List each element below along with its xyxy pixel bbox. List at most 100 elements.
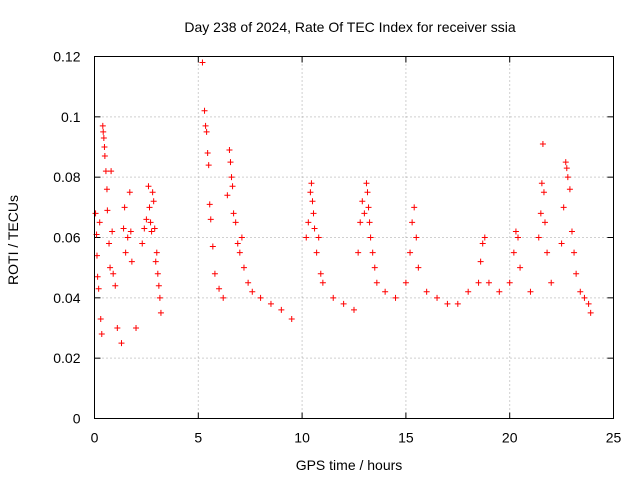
data-point — [585, 300, 592, 307]
data-point — [308, 180, 315, 187]
data-point — [317, 270, 324, 277]
x-tick-label: 10 — [294, 430, 310, 446]
data-point — [364, 189, 371, 196]
data-point — [573, 270, 580, 277]
data-point — [371, 264, 378, 271]
data-point — [109, 228, 116, 235]
data-point — [229, 183, 236, 190]
data-point — [224, 192, 231, 199]
data-point — [510, 249, 517, 256]
data-point — [110, 270, 117, 277]
data-point — [382, 288, 389, 295]
data-point — [92, 210, 99, 217]
data-point — [587, 309, 594, 316]
data-point — [411, 204, 418, 211]
data-point — [201, 107, 208, 114]
data-point — [539, 140, 546, 147]
data-point — [202, 122, 209, 129]
data-point — [392, 294, 399, 301]
data-point — [563, 165, 570, 172]
data-point — [133, 325, 140, 331]
data-point — [147, 219, 154, 226]
data-point — [122, 249, 129, 256]
data-point — [112, 282, 119, 289]
data-point — [106, 240, 113, 247]
data-point — [288, 315, 295, 322]
data-point — [240, 264, 247, 271]
data-point — [407, 249, 414, 256]
chart-title: Day 238 of 2024, Rate Of TEC Index for r… — [184, 19, 515, 35]
data-point — [361, 210, 368, 217]
data-point — [496, 288, 503, 295]
data-point — [249, 288, 256, 295]
data-point — [124, 234, 131, 241]
data-point — [330, 294, 337, 301]
data-point — [535, 234, 542, 241]
data-point — [560, 204, 567, 211]
data-point — [96, 219, 103, 226]
y-tick-label: 0.12 — [53, 49, 80, 65]
data-point — [98, 331, 105, 338]
data-point — [121, 204, 128, 211]
data-point — [114, 325, 121, 331]
data-point — [515, 234, 522, 241]
data-point — [423, 288, 430, 295]
data-point — [485, 279, 492, 286]
data-point — [143, 216, 150, 223]
data-point — [97, 315, 104, 322]
data-point — [205, 162, 212, 169]
data-point — [120, 225, 127, 232]
data-point — [351, 306, 357, 313]
data-point — [220, 294, 227, 301]
y-tick-label: 0.06 — [53, 230, 80, 246]
data-point — [156, 294, 163, 301]
data-point — [367, 234, 374, 241]
data-point — [548, 279, 555, 286]
y-tick-label: 0.08 — [53, 169, 80, 185]
data-point — [558, 240, 565, 247]
data-point — [107, 264, 114, 271]
data-point — [146, 204, 153, 211]
data-point — [257, 294, 264, 301]
data-point — [149, 189, 156, 196]
data-point — [465, 288, 472, 295]
y-tick-label: 0.04 — [53, 290, 80, 306]
data-point — [571, 249, 578, 256]
data-point — [319, 279, 326, 286]
data-point — [94, 273, 101, 280]
data-point — [226, 147, 233, 154]
x-tick-label: 0 — [91, 430, 99, 446]
data-point — [564, 174, 571, 181]
data-point — [537, 210, 544, 217]
data-point — [568, 228, 575, 235]
data-point — [566, 186, 573, 193]
y-tick-label: 0.02 — [53, 350, 80, 366]
data-point — [309, 198, 316, 205]
data-point — [103, 186, 110, 193]
data-point — [366, 219, 373, 226]
axis-ticks: 0 5 10 15 20 25 0 0.02 0.04 0.06 0.08 0.1 0.12 — [53, 49, 621, 446]
data-points — [92, 59, 594, 347]
data-point — [127, 228, 134, 235]
data-point — [227, 159, 234, 166]
y-tick-label: 0 — [73, 411, 81, 427]
x-tick-label: 20 — [502, 430, 518, 446]
data-point — [199, 59, 206, 66]
data-point — [151, 225, 158, 232]
data-point — [313, 249, 320, 256]
data-point — [506, 279, 513, 286]
y-tick-label: 0.1 — [61, 109, 81, 125]
plot-frame — [94, 56, 614, 419]
data-point — [203, 128, 210, 135]
data-point — [454, 300, 461, 307]
data-point — [236, 249, 243, 256]
data-point — [101, 144, 108, 150]
data-point — [540, 189, 547, 196]
data-point — [307, 189, 314, 196]
data-point — [409, 219, 416, 226]
data-point — [527, 288, 534, 295]
data-point — [359, 198, 366, 205]
data-point — [413, 234, 420, 241]
data-point — [402, 279, 409, 286]
data-point — [541, 219, 548, 226]
